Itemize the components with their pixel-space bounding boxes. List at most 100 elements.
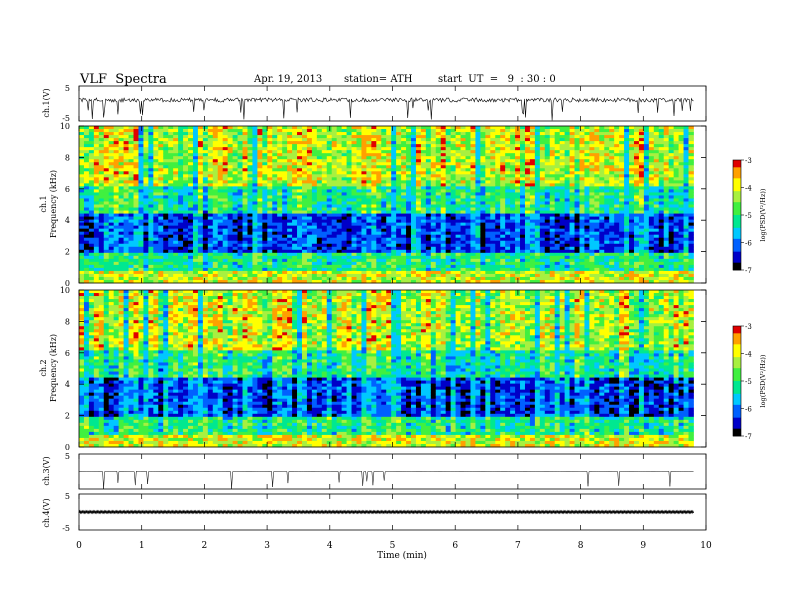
spectrogram-cell (133, 171, 139, 175)
spectrogram-cell (123, 165, 129, 169)
spectrogram-cell (415, 219, 422, 224)
spectrogram-cell (306, 138, 313, 142)
spectrogram-cell (138, 198, 144, 202)
spectrogram-cell (341, 237, 347, 242)
spectrogram-cell (391, 192, 397, 196)
spectrogram-cell (336, 138, 343, 142)
spectrogram-cell (480, 204, 486, 208)
spectrogram-cell (356, 147, 362, 151)
spectrogram-cell (544, 147, 551, 151)
spectrogram-cell (534, 255, 541, 260)
spectrogram-cell (445, 183, 452, 187)
spectrogram-cell (282, 183, 288, 187)
spectrogram-cell (425, 144, 432, 148)
spectrogram-cell (351, 141, 357, 145)
spectrogram-cell (371, 240, 377, 245)
spectrogram-cell (257, 207, 263, 211)
spectrogram-cell (98, 264, 105, 269)
spectrogram-cell (346, 138, 352, 142)
spectrogram-cell (316, 174, 323, 178)
spectrogram-cell (232, 276, 238, 281)
spectrogram-cell (212, 183, 219, 187)
spectrogram-cell (217, 195, 224, 199)
spectrogram-cell (445, 252, 452, 257)
spectrogram-cell (520, 174, 526, 178)
spectrogram-cell (465, 153, 471, 157)
spectrogram-cell (500, 279, 506, 284)
spectrogram-cell (252, 171, 258, 175)
spectrogram-cell (435, 237, 442, 242)
spectrogram-cell (173, 261, 179, 266)
spectrogram-cell (366, 198, 372, 202)
spectrogram-cell (549, 243, 556, 248)
spectrogram-cell (227, 183, 234, 187)
spectrogram-cell (88, 162, 95, 166)
spectrogram-cell (79, 171, 85, 175)
spectrogram-cell (123, 147, 129, 151)
spectrogram-cell (455, 252, 461, 257)
spectrogram-cell (326, 246, 333, 251)
spectrogram-cell (475, 150, 481, 154)
spectrogram-cell (445, 198, 452, 202)
spectrogram-cell (292, 225, 298, 230)
spectrogram-cell (247, 150, 253, 154)
spectrogram-cell (445, 180, 452, 184)
spectrogram-cell (366, 186, 372, 190)
spectrogram-cell (232, 150, 238, 154)
spectrogram-cell (391, 177, 397, 181)
spectrogram-cell (133, 273, 139, 278)
spectrogram-cell (341, 177, 347, 181)
spectrogram-cell (524, 261, 531, 266)
spectrogram-cell (133, 168, 139, 172)
spectrogram-cell (411, 204, 417, 208)
spectrogram-cell (242, 270, 248, 275)
spectrogram-cell (108, 213, 115, 217)
spectrogram-cell (123, 156, 129, 160)
spectrogram-cell (406, 132, 412, 136)
spectrogram-cell (103, 270, 110, 275)
spectrogram-cell (539, 222, 546, 227)
spectrogram-cell (505, 138, 511, 142)
spectrogram-cell (192, 219, 199, 224)
spectrogram-cell (197, 216, 204, 220)
spectrogram-cell (148, 135, 154, 139)
spectrogram-cell (450, 138, 457, 142)
spectrogram-cell (415, 153, 422, 157)
spectrogram-cell (212, 267, 219, 272)
spectrogram-cell (252, 138, 258, 142)
spectrogram-cell (371, 210, 377, 214)
spectrogram-cell (430, 126, 437, 130)
spectrogram-cell (549, 216, 556, 220)
spectrogram-cell (430, 219, 437, 224)
spectrogram-cell (411, 276, 417, 281)
spectrogram-cell (282, 216, 288, 220)
spectrogram-cell (197, 174, 204, 178)
spectrogram-cell (346, 267, 352, 272)
spectrogram-cell (143, 201, 149, 205)
spectrogram-cell (465, 255, 471, 260)
spectrogram-cell (98, 186, 105, 190)
spectrogram-cell (202, 144, 209, 148)
spectrogram-cell (515, 165, 521, 169)
spectrogram-cell (118, 156, 124, 160)
spectrogram-cell (430, 213, 437, 217)
spectrogram-cell (415, 204, 422, 208)
spectrogram-cell (242, 204, 248, 208)
spectrogram-cell (505, 276, 511, 281)
spectrogram-cell (450, 159, 457, 163)
spectrogram-cell (158, 129, 164, 133)
spectrogram-cell (460, 195, 466, 199)
spectrogram-cell (316, 210, 323, 214)
spectrogram-cell (326, 270, 333, 275)
spectrogram-cell (455, 219, 461, 224)
spectrogram-cell (138, 171, 144, 175)
spectrogram-cell (480, 255, 486, 260)
spectrogram-cell (272, 237, 278, 242)
spectrogram-cell (292, 147, 298, 151)
spectrogram-cell (237, 144, 243, 148)
spectrogram-cell (331, 138, 338, 142)
spectrogram-cell (292, 162, 298, 166)
spectrogram-cell (301, 183, 308, 187)
spectrogram-cell (356, 231, 362, 236)
spectrogram-cell (495, 147, 501, 151)
